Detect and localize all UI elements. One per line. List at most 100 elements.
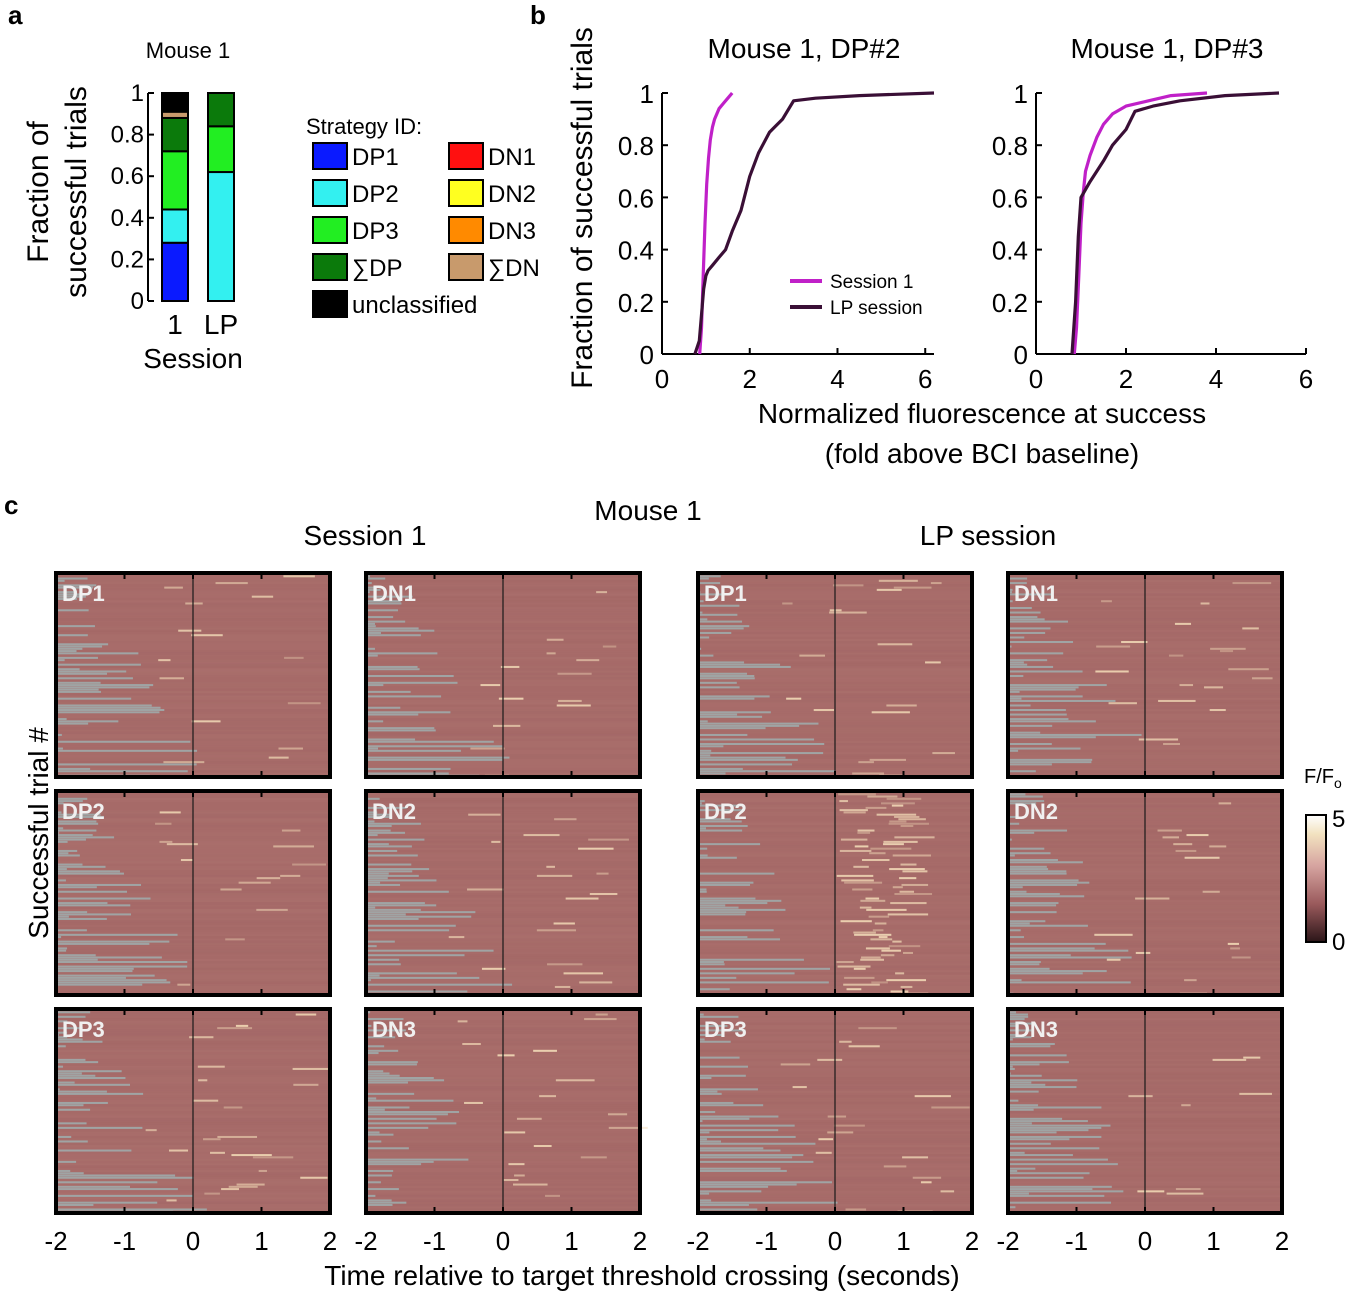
heatmap-masked-segment — [1008, 1022, 1036, 1025]
heatmap-masked-segment — [698, 1040, 731, 1043]
heatmap-active-segment — [843, 811, 866, 814]
heatmap-active-segment — [1162, 836, 1180, 839]
heatmap-masked-segment — [56, 593, 83, 596]
heatmap-active-segment — [159, 840, 173, 843]
heatmap-masked-segment — [698, 827, 706, 830]
heatmap-active-segment — [493, 724, 521, 727]
heatmap-masked-segment — [56, 711, 160, 714]
heatmap-masked-segment — [698, 604, 740, 607]
heatmap-active-segment — [867, 795, 898, 798]
heatmap-masked-segment — [56, 1203, 94, 1206]
heatmap-masked-segment — [366, 1126, 429, 1129]
panel-a-bar-segment — [161, 116, 189, 153]
heatmap-xtick-label: 2 — [323, 1226, 337, 1256]
heatmap-active-segment — [868, 915, 890, 918]
heatmap-active-segment — [886, 704, 917, 707]
heatmap-active-segment — [464, 1101, 483, 1104]
heatmap-masked-segment — [366, 1072, 390, 1075]
heatmap-masked-segment — [1008, 688, 1076, 691]
heatmap-masked-segment — [56, 643, 109, 646]
heatmap-masked-segment — [1008, 1099, 1019, 1102]
heatmap-masked-segment — [1008, 763, 1052, 766]
heatmap-masked-segment — [698, 715, 763, 718]
heatmap-active-segment — [180, 859, 194, 862]
heatmap-masked-segment — [366, 1063, 417, 1066]
heatmap-active-segment — [508, 1163, 525, 1166]
heatmap-active-segment — [1209, 845, 1227, 848]
heatmap-masked-segment — [366, 806, 407, 809]
heatmap-active-segment — [223, 1106, 243, 1109]
heatmap-masked-segment — [366, 825, 392, 828]
heatmap-active-segment — [607, 1113, 628, 1116]
heatmap-masked-segment — [366, 890, 449, 893]
heatmap-active-segment — [892, 854, 931, 857]
heatmap-masked-segment — [1008, 675, 1024, 678]
heatmap-masked-segment — [56, 967, 134, 970]
heatmap-active-segment — [533, 1145, 552, 1148]
heatmap-strategy-label: DN2 — [1014, 799, 1058, 824]
heatmap-masked-segment — [56, 1172, 84, 1175]
panel-c-title: Mouse 1 — [594, 495, 701, 526]
heatmap-masked-segment — [366, 1111, 460, 1114]
heatmap-active-segment — [556, 704, 591, 707]
heatmap-masked-segment — [366, 954, 465, 957]
heatmap-masked-segment — [698, 1185, 769, 1188]
heatmap-masked-segment — [1008, 731, 1041, 734]
heatmap-masked-segment — [56, 1160, 77, 1163]
heatmap-masked-segment — [698, 906, 739, 909]
heatmap-active-segment — [578, 847, 614, 850]
heatmap-masked-segment — [1008, 1106, 1102, 1109]
heatmap-masked-segment — [698, 663, 781, 666]
heatmap-masked-segment — [366, 647, 375, 650]
heatmap-active-segment — [596, 591, 608, 594]
heatmap-masked-segment — [366, 797, 380, 800]
heatmap-active-segment — [902, 951, 914, 954]
heatmap-active-segment — [838, 793, 876, 796]
heatmap-active-segment — [256, 908, 288, 911]
panel-b-ytick-label: 0 — [640, 340, 654, 370]
heatmap-masked-segment — [1008, 1045, 1051, 1048]
heatmap-masked-segment — [56, 911, 88, 914]
heatmap-masked-segment — [56, 822, 99, 825]
heatmap-active-segment — [185, 602, 203, 605]
heatmap-masked-segment — [56, 933, 178, 936]
heatmap-masked-segment — [366, 877, 388, 880]
heatmap-masked-segment — [698, 908, 786, 911]
heatmap-active-segment — [553, 922, 575, 925]
heatmap-active-segment — [891, 804, 904, 807]
heatmap-masked-segment — [366, 1108, 385, 1111]
heatmap-masked-segment — [1008, 868, 1049, 871]
heatmap-active-segment — [869, 758, 906, 761]
heatmap-active-segment — [516, 1117, 542, 1120]
heatmap-masked-segment — [698, 1115, 779, 1118]
heatmap-masked-segment — [366, 829, 391, 832]
heatmap-masked-segment — [1008, 920, 1046, 923]
panel-b-ytick-label: 0.6 — [992, 183, 1028, 213]
heatmap-masked-segment — [698, 1131, 710, 1134]
heatmap-masked-segment — [1008, 1015, 1029, 1018]
panel-label-c: c — [4, 490, 18, 520]
heatmap-masked-segment — [1008, 902, 1059, 905]
heatmap-active-segment — [876, 813, 917, 816]
heatmap-masked-segment — [698, 938, 781, 941]
heatmap-masked-segment — [1008, 1036, 1032, 1039]
heatmap-panel: DP3 — [696, 1007, 974, 1215]
heatmap-masked-segment — [366, 1188, 399, 1191]
heatmap-masked-segment — [366, 868, 430, 871]
heatmap-masked-segment — [698, 613, 738, 616]
heatmap-active-segment — [817, 1058, 843, 1061]
panel-b-series-line — [1072, 91, 1208, 355]
heatmap-masked-segment — [698, 575, 721, 578]
heatmap-masked-segment — [1008, 620, 1068, 623]
heatmap-active-segment — [870, 938, 893, 941]
heatmap-masked-segment — [1008, 733, 1142, 736]
panel-a-xlabel: Session — [143, 343, 243, 374]
heatmap-masked-segment — [366, 874, 419, 877]
heatmap-masked-segment — [1008, 861, 1083, 864]
heatmap-masked-segment — [56, 1104, 84, 1107]
heatmap-masked-segment — [1008, 1147, 1100, 1150]
heatmap-masked-segment — [56, 870, 120, 873]
heatmap-masked-segment — [56, 690, 101, 693]
heatmap-masked-segment — [1008, 890, 1027, 893]
heatmap-masked-segment — [698, 697, 755, 700]
